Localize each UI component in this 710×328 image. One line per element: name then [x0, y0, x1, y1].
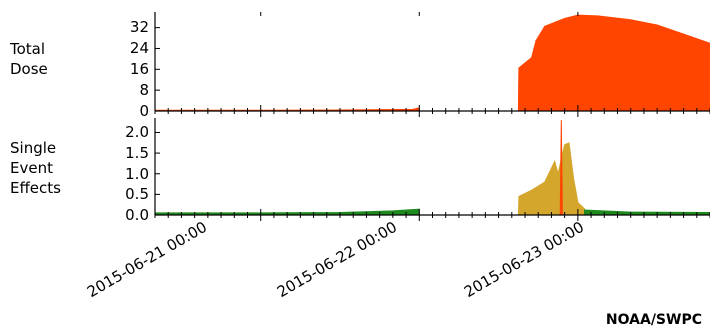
dose-area — [154, 14, 710, 112]
dose-y-tick-label: 8 — [139, 81, 149, 99]
see-area — [559, 120, 563, 216]
see-label-line2: Event — [10, 159, 53, 177]
see-y-tick-label: 0.5 — [125, 185, 149, 203]
dose-label-line2: Dose — [10, 60, 48, 78]
dose-y-tick-label: 0 — [139, 102, 149, 120]
see-area — [154, 208, 519, 216]
see-label-line1: Single — [10, 139, 56, 157]
see-y-tick-label: 2.0 — [125, 123, 149, 141]
credit-label: NOAA/SWPC — [606, 312, 702, 328]
see-series-group — [154, 120, 710, 216]
dose-y-tick-label: 32 — [130, 18, 149, 36]
see-area — [517, 142, 585, 216]
see-y-tick-label: 1.0 — [125, 165, 149, 183]
x-tick-label: 2015-06-21 00:00 — [84, 218, 210, 301]
dose-y-tick-labels: 0 8 16 24 32 — [130, 18, 149, 120]
x-tick-label: 2015-06-22 00:00 — [274, 218, 400, 301]
dose-y-tick-label: 24 — [130, 39, 149, 57]
see-y-tick-label: 0.0 — [125, 206, 149, 224]
dose-series-group — [154, 14, 710, 112]
axes — [154, 12, 710, 221]
see-y-tick-label: 1.5 — [125, 144, 149, 162]
x-tick-label: 2015-06-23 00:00 — [461, 218, 587, 301]
see-area — [584, 209, 710, 216]
see-label-line3: Effects — [10, 179, 61, 197]
see-y-tick-labels: 0.0 0.5 1.0 1.5 2.0 — [125, 123, 149, 224]
dose-y-tick-label: 16 — [130, 60, 149, 78]
dose-label-line1: Total — [9, 40, 45, 58]
